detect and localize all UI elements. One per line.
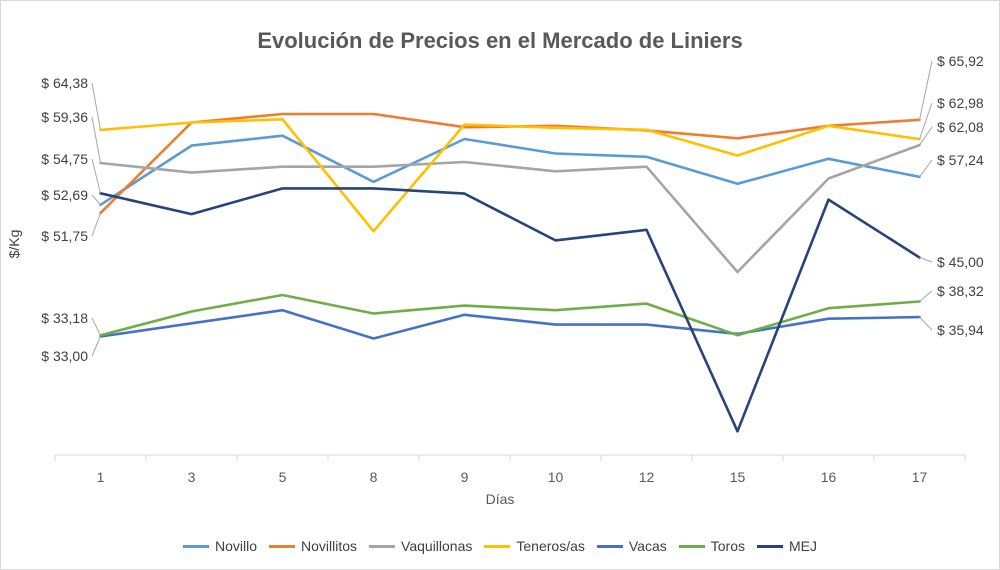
data-label: $ 62,08 (937, 119, 984, 135)
data-label-leader (919, 290, 933, 302)
data-label: $ 59,36 (41, 109, 88, 125)
data-label: $ 38,32 (937, 283, 984, 299)
x-axis-label: Días (485, 491, 515, 507)
legend-item: MEJ (756, 538, 817, 554)
legend-swatch (678, 544, 705, 548)
data-label-leader (91, 336, 101, 357)
series-line-novillo (99, 134, 921, 207)
x-tick-label: 15 (730, 469, 746, 485)
data-label-leader (91, 194, 101, 206)
legend-item: Vaquillonas (369, 538, 472, 554)
legend-swatch (596, 544, 623, 548)
legend-label: Vacas (628, 538, 667, 554)
chart-title: Evolución de Precios en el Mercado de Li… (257, 28, 743, 53)
data-label: $ 64,38 (41, 75, 88, 91)
series-line-teneros-as (99, 118, 921, 233)
legend-item: Teneros/as (484, 538, 585, 554)
data-label-leader (91, 82, 101, 131)
data-label-leader (919, 159, 933, 178)
series-line-vacas (99, 308, 921, 340)
x-tick-label: 3 (188, 469, 196, 485)
legend-label: Novillitos (301, 538, 358, 554)
data-label: $ 45,00 (937, 254, 984, 270)
legend-item: Novillitos (269, 538, 357, 554)
data-label: $ 35,94 (937, 322, 984, 338)
x-tick-label: 10 (548, 469, 564, 485)
x-tick-label: 8 (370, 469, 378, 485)
legend-item: Toros (678, 538, 745, 554)
x-tick-label: 16 (821, 469, 837, 485)
data-label-leader (91, 317, 101, 336)
x-tick-label: 17 (912, 469, 928, 485)
x-tick-label: 9 (461, 469, 469, 485)
data-label: $ 62,98 (937, 95, 984, 111)
legend-swatch (484, 544, 511, 548)
data-label: $ 33,00 (41, 348, 88, 364)
data-label-leader (91, 116, 101, 164)
data-label-leader (919, 257, 933, 263)
data-label-leader (919, 60, 933, 120)
series-line-toros (99, 293, 921, 337)
chart-legend: Novillo Novillitos Vaquillonas Teneros/as Va… (0, 538, 1000, 554)
data-label-leader (919, 126, 933, 146)
legend-swatch (269, 544, 296, 548)
series-line-mej (99, 187, 921, 433)
legend-label: Vaquillonas (401, 538, 473, 554)
data-label: $ 65,92 (937, 53, 984, 69)
legend-swatch (183, 544, 209, 548)
legend-label: Novillo (215, 538, 258, 554)
data-label-leader (91, 158, 101, 194)
legend-label: Teneros/as (516, 538, 585, 554)
legend-swatch (369, 544, 396, 548)
data-label: $ 54,75 (41, 151, 88, 167)
y-axis-label: $/Kg (6, 229, 22, 259)
legend-item: Vacas (596, 538, 667, 554)
legend-swatch (756, 544, 783, 548)
data-label-leader (91, 212, 101, 237)
series-line-vaquillonas (99, 143, 921, 274)
data-label: $ 52,69 (41, 187, 88, 203)
data-label: $ 33,18 (41, 310, 88, 326)
x-tick-label: 12 (639, 469, 655, 485)
legend-label: Toros (710, 538, 745, 554)
series-line-novillitos (99, 112, 921, 215)
legend-item: Novillo (183, 538, 257, 554)
data-label-leader (919, 316, 933, 331)
legend-label: MEJ (788, 538, 817, 554)
x-tick-label: 1 (97, 469, 105, 485)
data-label: $ 51,75 (41, 228, 88, 244)
x-tick-label: 5 (279, 469, 287, 485)
data-label: $ 57,24 (937, 152, 984, 168)
data-label-leader (919, 102, 933, 140)
